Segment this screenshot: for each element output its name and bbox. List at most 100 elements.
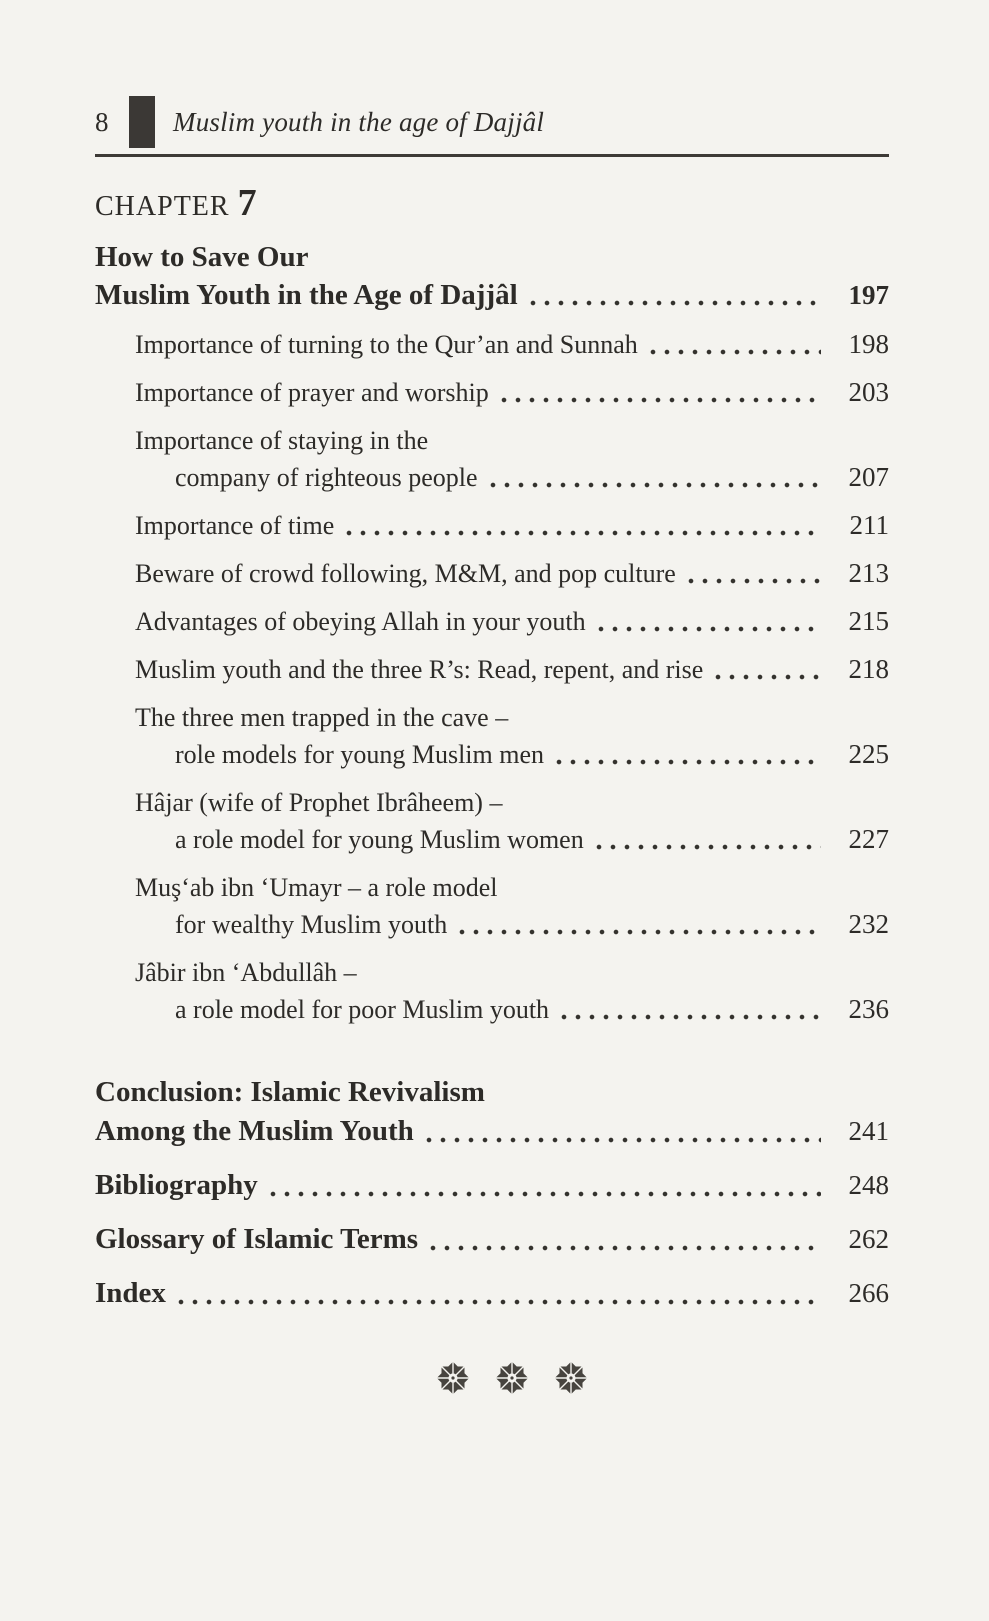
toc-entry: Importance of prayer and worship 203	[135, 374, 889, 411]
dot-leader	[425, 1137, 821, 1143]
footer-ornaments	[95, 1357, 889, 1399]
entry-page-number: 227	[848, 824, 890, 854]
chapter-number: 7	[237, 182, 257, 224]
entry-page-number: 215	[848, 606, 890, 636]
toc-entry: Conclusion: Islamic Revivalism Among the…	[95, 1074, 889, 1151]
dot-leader	[561, 1014, 821, 1020]
entry-title: company of righteous people	[175, 463, 478, 492]
entry-title-line1: The three men trapped in the cave –	[135, 703, 509, 732]
toc-entry: Glossary of Islamic Terms 262	[95, 1219, 889, 1259]
entry-page-number: 262	[848, 1224, 890, 1254]
entry-title-line1: Conclusion: Islamic Revivalism	[95, 1076, 485, 1108]
toc-entry: The three men trapped in the cave – role…	[135, 699, 889, 773]
entry-title: Importance of prayer and worship	[135, 378, 489, 407]
header-rule	[95, 154, 889, 157]
toc-entry: Jâbir ibn ‘Abdullâh – a role model for p…	[135, 954, 889, 1028]
dot-leader	[459, 929, 821, 935]
entry-title: Glossary of Islamic Terms	[95, 1223, 419, 1255]
entry-row: Advantages of obeying Allah in your yout…	[135, 603, 889, 640]
toc-entry: Importance of turning to the Qur’an and …	[135, 326, 889, 363]
chapter-title-line2: Muslim Youth in the Age of Dajjâl	[95, 279, 518, 311]
chapter-title-row: Muslim Youth in the Age of Dajjâl 197	[95, 276, 889, 314]
toc-entry: Index 266	[95, 1273, 889, 1313]
entry-row: role models for young Muslim men 225	[175, 736, 889, 773]
entry-title: for wealthy Muslim youth	[175, 910, 448, 939]
entry-row: Importance of time 211	[135, 507, 889, 544]
running-header: 8 Muslim youth in the age of Dajjâl	[95, 96, 889, 148]
entry-title-line1: Hâjar (wife of Prophet Ibrâheem) –	[135, 788, 503, 817]
entry-title: a role model for poor Muslim youth	[175, 995, 550, 1024]
page-number: 8	[95, 106, 109, 137]
entry-row: Beware of crowd following, M&M, and pop …	[135, 555, 889, 592]
entry-page-number: 198	[848, 329, 890, 359]
entry-row: a role model for young Muslim women 227	[175, 821, 889, 858]
chapter-page-number: 197	[848, 280, 890, 310]
entry-title: Bibliography	[95, 1169, 258, 1201]
entry-page-number: 241	[848, 1116, 890, 1146]
entry-title: Index	[95, 1277, 166, 1309]
entry-page-number: 236	[848, 994, 890, 1024]
eight-pointed-star-rosette-icon	[436, 1361, 470, 1395]
eight-pointed-star-rosette-icon	[554, 1361, 588, 1395]
entry-page-number: 211	[849, 510, 890, 540]
toc-entry: Importance of time 211	[135, 507, 889, 544]
entry-title-line1: Muş‘ab ibn ‘Umayr – a role model	[135, 873, 498, 902]
entry-title-line1: Jâbir ibn ‘Abdullâh –	[135, 958, 357, 987]
dot-leader	[269, 1191, 821, 1197]
entry-row: Importance of turning to the Qur’an and …	[135, 326, 889, 363]
end-matter: Conclusion: Islamic Revivalism Among the…	[95, 1074, 889, 1313]
toc-entry: Hâjar (wife of Prophet Ibrâheem) – a rol…	[135, 784, 889, 858]
entry-title: Beware of crowd following, M&M, and pop …	[135, 559, 676, 588]
entry-page-number: 225	[848, 739, 890, 769]
dot-leader	[489, 482, 821, 488]
entry-page-number: 266	[848, 1278, 890, 1308]
entry-title: a role model for young Muslim women	[175, 825, 584, 854]
toc-entries: Importance of turning to the Qur’an and …	[135, 326, 889, 1028]
entry-row: Bibliography 248	[95, 1165, 889, 1205]
entry-title: Importance of turning to the Qur’an and …	[135, 330, 638, 359]
toc-entry: Advantages of obeying Allah in your yout…	[135, 603, 889, 640]
entry-title: Among the Muslim Youth	[95, 1115, 414, 1147]
toc-entry: Bibliography 248	[95, 1165, 889, 1205]
dot-leader	[595, 844, 821, 850]
entry-row: Muslim youth and the three R’s: Read, re…	[135, 651, 889, 688]
entry-page-number: 207	[848, 462, 890, 492]
dot-leader	[177, 1299, 821, 1305]
entry-page-number: 248	[848, 1170, 890, 1200]
entry-title: Advantages of obeying Allah in your yout…	[135, 607, 586, 636]
entry-row: company of righteous people 207	[175, 459, 889, 496]
dot-leader	[346, 530, 821, 536]
entry-row: Glossary of Islamic Terms 262	[95, 1219, 889, 1259]
toc-entry: Muslim youth and the three R’s: Read, re…	[135, 651, 889, 688]
dot-leader	[556, 759, 821, 765]
dot-leader	[597, 626, 821, 632]
dot-leader	[649, 349, 821, 355]
entry-title: role models for young Muslim men	[175, 740, 545, 769]
entry-row: for wealthy Muslim youth 232	[175, 906, 889, 943]
dot-leader	[715, 674, 821, 680]
eight-pointed-star-rosette-icon	[495, 1361, 529, 1395]
entry-row: a role model for poor Muslim youth 236	[175, 991, 889, 1028]
chapter-heading: CHAPTER 7	[95, 183, 889, 231]
entry-row: Importance of prayer and worship 203	[135, 374, 889, 411]
entry-page-number: 203	[848, 377, 890, 407]
chapter-title-line1: How to Save Our	[95, 241, 309, 273]
dot-leader	[687, 578, 821, 584]
dot-leader	[430, 1245, 821, 1251]
dot-leader	[529, 300, 821, 306]
entry-page-number: 213	[848, 558, 890, 588]
entry-title: Importance of time	[135, 511, 335, 540]
page-content: 8 Muslim youth in the age of Dajjâl CHAP…	[95, 96, 889, 1399]
running-title: Muslim youth in the age of Dajjâl	[173, 106, 545, 137]
header-bar-ornament	[129, 96, 155, 148]
entry-row: Index 266	[95, 1273, 889, 1313]
entry-title-line1: Importance of staying in the	[135, 426, 429, 455]
toc-entry: Muş‘ab ibn ‘Umayr – a role model for wea…	[135, 869, 889, 943]
entry-page-number: 218	[848, 654, 890, 684]
toc-entry: Beware of crowd following, M&M, and pop …	[135, 555, 889, 592]
chapter-title: How to Save Our Muslim Youth in the Age …	[95, 239, 889, 314]
dot-leader	[500, 397, 821, 403]
entry-title: Muslim youth and the three R’s: Read, re…	[135, 655, 704, 684]
entry-page-number: 232	[848, 909, 890, 939]
